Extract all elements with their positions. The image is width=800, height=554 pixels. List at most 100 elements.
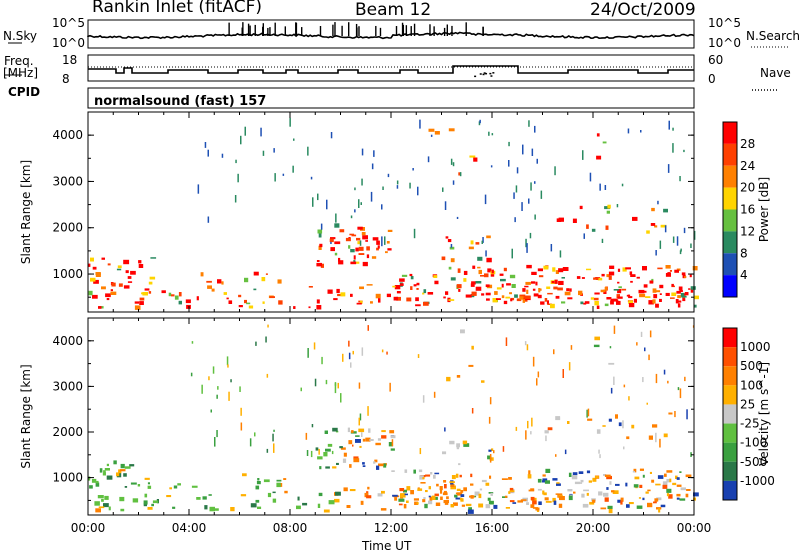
scatter-cell (482, 237, 484, 243)
scatter-cell (468, 364, 474, 367)
scatter-cell (369, 439, 374, 441)
scatter-cell (101, 257, 105, 260)
scatter-cell (672, 127, 674, 131)
scatter-cell (485, 292, 491, 296)
scatter-cell (648, 354, 650, 361)
scatter-cell (561, 277, 565, 279)
scatter-cell (564, 291, 571, 296)
scatter-cell (381, 430, 386, 433)
scatter-cell (428, 500, 433, 505)
scatter-cell (493, 450, 495, 454)
scatter-cell (378, 298, 381, 303)
scatter-cell (668, 412, 673, 415)
scatter-cell (235, 159, 237, 164)
scatter-cell (537, 478, 542, 483)
scatter-cell (660, 224, 667, 228)
scatter-cell (228, 300, 233, 304)
scatter-cell (598, 449, 600, 454)
nave-dot (474, 75, 477, 78)
scatter-cell (491, 133, 494, 136)
scatter-cell (668, 120, 670, 130)
scatter-cell (338, 257, 341, 262)
scatter-cell (440, 489, 443, 494)
x-tick-label: 04:00 (172, 521, 207, 535)
scatter-cell (606, 475, 612, 480)
scatter-cell (604, 474, 611, 477)
scatter-cell (134, 305, 141, 310)
scatter-cell (362, 465, 366, 467)
scatter-cell (206, 280, 212, 283)
scatter-cell (570, 345, 573, 350)
scatter-cell (615, 414, 618, 419)
scatter-cell (316, 299, 320, 304)
scatter-cell (274, 173, 276, 182)
scatter-cell (419, 119, 421, 129)
scatter-cell (512, 502, 517, 504)
scatter-cell (460, 494, 465, 497)
scatter-cell (682, 298, 686, 302)
scatter-cell (197, 184, 200, 194)
scatter-cell (471, 281, 476, 285)
scatter-cell (360, 500, 364, 505)
scatter-cell (578, 471, 584, 474)
scatter-cell (528, 120, 530, 127)
scatter-cell (598, 491, 603, 496)
scatter-cell (608, 508, 613, 514)
scatter-cell (600, 507, 607, 510)
velocity-colorbar-swatch (723, 366, 737, 386)
scatter-cell (353, 255, 356, 260)
scatter-cell (273, 148, 275, 153)
scatter-cell (613, 325, 616, 334)
scatter-cell (116, 268, 122, 271)
scatter-cell (434, 280, 439, 285)
scatter-cell (613, 298, 618, 302)
scatter-cell (676, 497, 680, 500)
scatter-cell (317, 456, 323, 460)
scatter-cell (353, 260, 356, 263)
scatter-cell (506, 283, 511, 286)
scatter-cell (124, 466, 131, 469)
scatter-cell (501, 283, 504, 288)
freq-left-tick-bottom: 8 (62, 72, 70, 86)
scatter-cell (546, 286, 551, 289)
scatter-cell (589, 172, 592, 182)
scatter-cell (655, 303, 659, 308)
scatter-cell (325, 379, 328, 385)
scatter-cell (448, 299, 455, 301)
scatter-cell (534, 125, 536, 133)
scatter-cell (583, 233, 585, 239)
scatter-cell (460, 490, 464, 493)
scatter-cell (650, 223, 656, 226)
scatter-cell (431, 495, 436, 500)
scatter-cell (675, 475, 678, 479)
scatter-cell (690, 288, 694, 293)
scatter-cell (469, 495, 475, 498)
scatter-cell (480, 275, 486, 277)
scatter-cell (663, 369, 666, 375)
scatter-cell (377, 438, 381, 441)
scatter-cell (509, 487, 514, 493)
scatter-cell (269, 296, 275, 298)
scatter-cell (465, 294, 472, 298)
power-ylabel: Slant Range [km] (19, 160, 33, 264)
scatter-cell (238, 305, 243, 308)
scatter-cell (196, 296, 199, 301)
scatter-cell (547, 303, 552, 305)
scatter-cell (358, 417, 360, 426)
scatter-cell (110, 289, 113, 292)
scatter-cell (456, 443, 460, 448)
scatter-cell (684, 276, 687, 278)
scatter-cell (95, 508, 101, 513)
scatter-cell (475, 286, 482, 291)
scatter-cell (88, 290, 93, 296)
scatter-cell (654, 498, 659, 502)
scatter-cell (334, 223, 340, 228)
scatter-cell (353, 456, 359, 460)
scatter-cell (337, 382, 339, 389)
velocity-colorbar-swatch (723, 385, 737, 405)
scatter-cell (147, 482, 150, 485)
scatter-cell (643, 284, 648, 288)
scatter-cell (652, 424, 658, 428)
scatter-cell (433, 391, 436, 398)
scatter-cell (413, 469, 416, 474)
